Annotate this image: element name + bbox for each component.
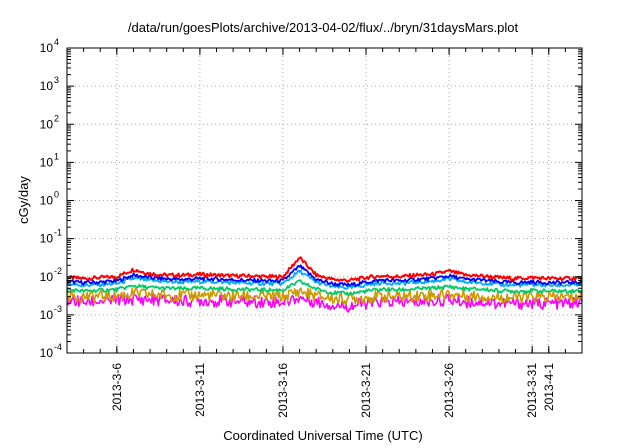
y-tick-base: 10: [40, 346, 54, 360]
grid: [67, 48, 582, 353]
series-line-3: [66, 269, 583, 290]
x-tick-label: 2013-3-26: [442, 363, 456, 418]
y-tick-base: 10: [40, 194, 54, 208]
y-tick-label: 10: [40, 270, 54, 284]
x-tick-label: 2013-3-16: [276, 363, 290, 418]
series-line-5: [66, 286, 583, 306]
y-tick-base: 10: [40, 41, 54, 55]
y-tick-base: 10: [40, 155, 54, 169]
x-tick-label: 2013-3-6: [110, 363, 124, 411]
y-tick-label: 10: [40, 346, 54, 360]
y-tick-base: 10: [40, 117, 54, 131]
ticks: [66, 47, 583, 354]
y-tick-base: 10: [40, 232, 54, 246]
y-tick-exponent: 3: [54, 75, 59, 85]
y-tick-base: 10: [40, 308, 54, 322]
y-tick-exponent: -3: [54, 304, 62, 314]
y-tick-base: 10: [40, 270, 54, 284]
y-tick-exponent: 2: [54, 113, 59, 123]
x-tick-label: 2013-3-31: [525, 363, 539, 418]
series-layer: [66, 256, 583, 313]
x-tick-label: 2013-3-11: [193, 363, 207, 417]
series-line-2: [66, 264, 583, 287]
x-tick-label: 2013-3-21: [359, 363, 373, 418]
series-line-4: [66, 279, 583, 297]
y-axis-label: cGy/day: [16, 176, 31, 224]
y-tick-exponent: -4: [54, 342, 62, 352]
y-tick-exponent: 0: [54, 190, 59, 200]
y-tick-exponent: -1: [54, 228, 62, 238]
series-line-6: [66, 292, 583, 313]
y-tick-exponent: -2: [54, 266, 62, 276]
y-tick-label: 10: [40, 41, 54, 55]
y-tick-label: 10: [40, 232, 54, 246]
y-tick-label: 10: [40, 117, 54, 131]
x-tick-label: 2013-4-1: [542, 363, 556, 411]
y-tick-label: 10: [40, 308, 54, 322]
y-tick-label: 10: [40, 79, 54, 93]
y-tick-exponent: 1: [54, 151, 59, 161]
x-tick-labels: 2013-3-6 2013-3-11 2013-3-16 2013-3-21 2013-…: [110, 363, 556, 418]
y-tick-label: 10: [40, 155, 54, 169]
y-tick-base: 10: [40, 79, 54, 93]
y-tick-exponent: 4: [54, 37, 59, 47]
chart-title: /data/run/goesPlots/archive/2013-04-02/f…: [128, 20, 519, 35]
y-tick-label: 10: [40, 194, 54, 208]
x-axis-label: Coordinated Universal Time (UTC): [223, 428, 422, 443]
series-line-1: [66, 256, 583, 283]
